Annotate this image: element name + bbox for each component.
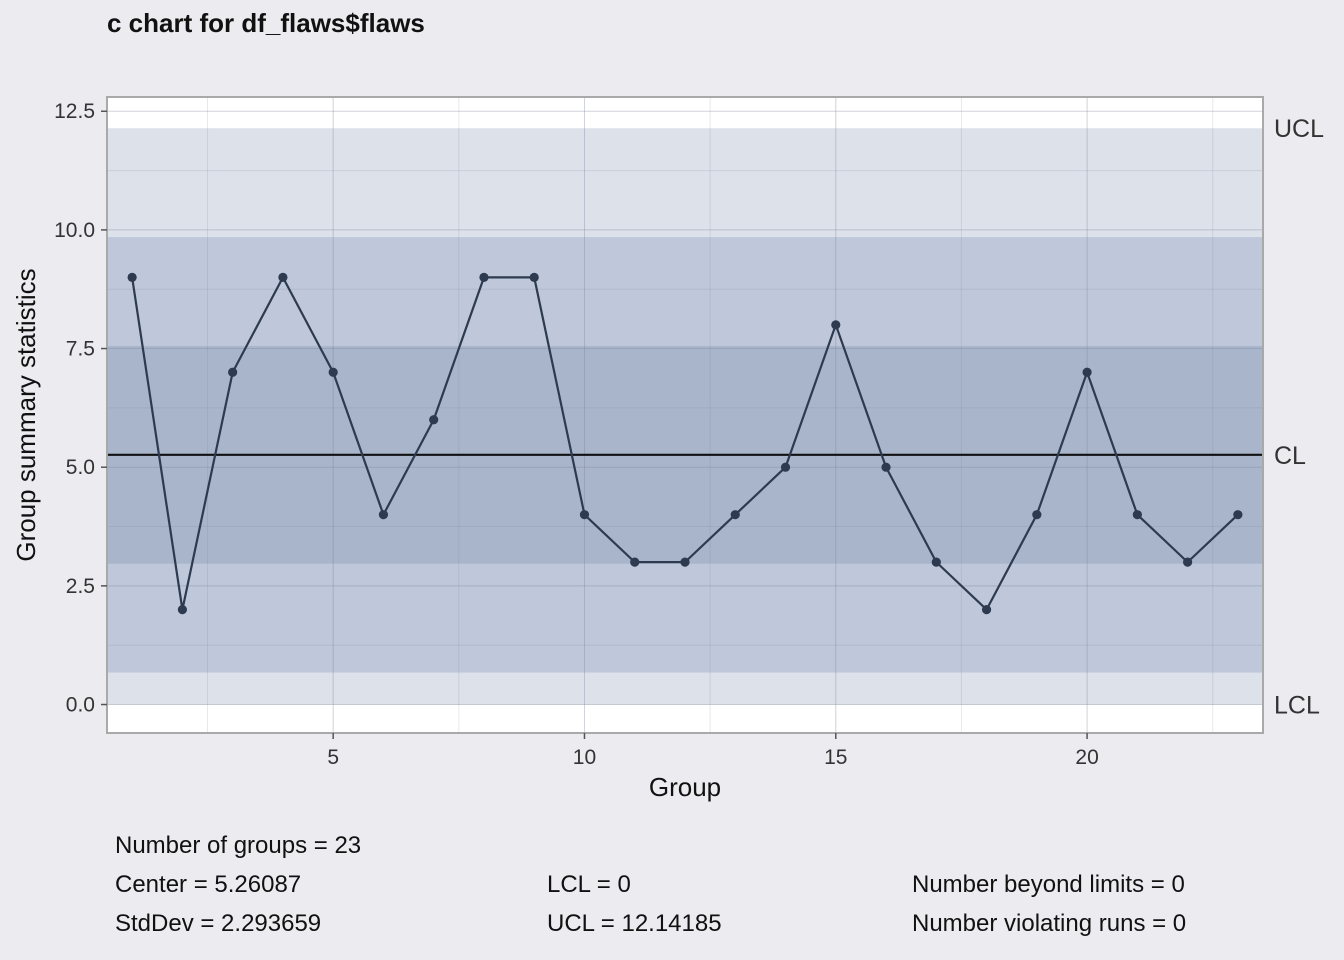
stat-center: Center = 5.26087 — [115, 871, 302, 898]
data-point — [780, 462, 791, 472]
x-tick-label: 15 — [824, 746, 847, 769]
y-tick-label: 10.0 — [54, 219, 95, 242]
stat-stddev: StdDev = 2.293659 — [115, 910, 322, 937]
data-point — [479, 272, 489, 282]
data-point — [127, 272, 137, 282]
ucl-label: UCL — [1274, 115, 1324, 143]
data-point — [429, 415, 439, 425]
data-series — [127, 272, 1243, 615]
stat-ucl: UCL = 12.14185 — [547, 910, 722, 937]
data-point — [328, 367, 338, 377]
data-point — [529, 272, 539, 282]
stat-number-of-groups: Number of groups = 23 — [115, 832, 362, 859]
data-point — [831, 320, 841, 330]
data-point — [630, 557, 640, 567]
data-point — [278, 272, 288, 282]
data-point — [730, 510, 740, 520]
data-point — [981, 604, 992, 615]
y-tick-label: 12.5 — [54, 100, 95, 123]
x-tick-label: 5 — [327, 746, 339, 769]
x-tick-label: 20 — [1075, 746, 1098, 769]
data-point — [579, 510, 590, 520]
x-axis-label: Group — [649, 772, 721, 802]
data-point — [1032, 510, 1042, 520]
y-tick-label: 0.0 — [66, 694, 95, 717]
y-axis-label: Group summary statistics — [11, 268, 41, 561]
data-point — [177, 604, 187, 615]
data-point — [378, 510, 389, 520]
stat-violating-runs: Number violating runs = 0 — [912, 910, 1187, 937]
y-tick-label: 5.0 — [66, 456, 95, 479]
cl-label: CL — [1274, 442, 1306, 470]
data-point — [680, 557, 690, 567]
data-point — [1082, 367, 1092, 377]
y-tick-label: 2.5 — [66, 575, 95, 598]
data-point — [1132, 510, 1142, 520]
grid-lines — [107, 97, 1263, 733]
y-tick-label: 7.5 — [66, 338, 95, 361]
data-point — [1183, 557, 1193, 567]
data-point — [881, 462, 891, 472]
data-point — [1233, 510, 1243, 520]
plot-panel-border — [106, 96, 1264, 734]
limit-labels: UCL CL LCL — [1274, 115, 1324, 719]
chart-title: c chart for df_flaws$flaws — [107, 8, 425, 38]
x-tick-label: 10 — [573, 746, 596, 769]
data-point — [931, 557, 941, 567]
y-axis-ticks: 0.0 2.5 5.0 7.5 10.0 12.5 — [54, 100, 107, 717]
data-point — [228, 367, 238, 377]
sigma-zones — [107, 128, 1263, 705]
x-axis-ticks: 5 10 15 20 — [327, 733, 1099, 769]
lcl-label: LCL — [1274, 692, 1320, 720]
stat-beyond-limits: Number beyond limits = 0 — [912, 871, 1185, 898]
stat-lcl: LCL = 0 — [547, 871, 631, 898]
